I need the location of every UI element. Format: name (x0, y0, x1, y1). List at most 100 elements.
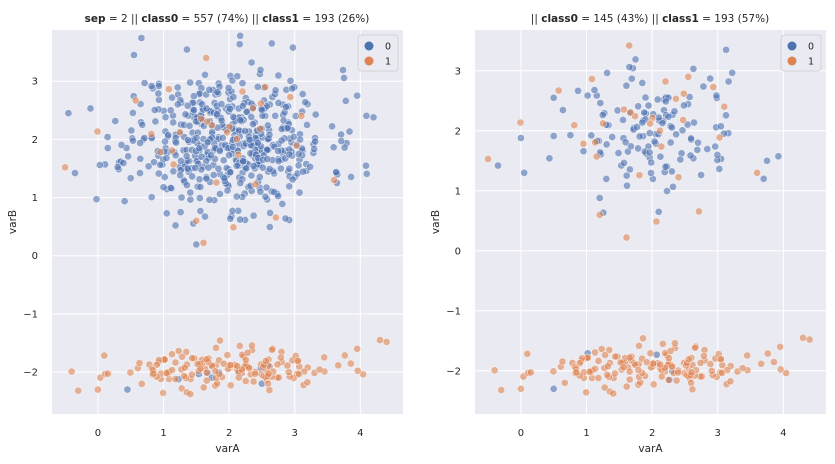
point-class0 (247, 58, 256, 67)
point-class0 (281, 103, 290, 111)
point-class1 (264, 379, 272, 388)
legend-label-0: 0 (385, 42, 391, 53)
point-class0 (283, 123, 292, 132)
point-class1 (776, 342, 784, 351)
point-class0 (192, 240, 201, 249)
point-class0 (620, 158, 628, 167)
legend-box (357, 34, 399, 72)
point-class0 (241, 127, 250, 135)
point-class1 (171, 358, 180, 367)
point-class1 (595, 210, 604, 219)
point-class0 (298, 90, 307, 98)
point-class0 (652, 350, 661, 359)
point-class1 (202, 368, 211, 377)
point-class0 (717, 122, 725, 131)
point-class0 (722, 45, 730, 54)
point-class1 (294, 370, 303, 379)
point-class0 (173, 100, 182, 109)
point-class1 (646, 119, 654, 128)
point-class1 (94, 385, 102, 394)
point-class0 (225, 151, 233, 160)
point-class0 (699, 82, 708, 91)
point-class0 (229, 113, 238, 121)
point-class0 (722, 111, 730, 120)
point-class1 (251, 180, 260, 189)
point-class1 (219, 359, 228, 368)
point-class1 (696, 358, 705, 367)
point-class0 (650, 137, 659, 146)
point-class1 (196, 364, 205, 373)
point-class0 (154, 89, 163, 98)
point-class0 (111, 117, 120, 125)
point-class1 (757, 359, 766, 368)
point-class1 (668, 362, 677, 371)
point-class0 (123, 385, 132, 394)
point-class0 (256, 66, 265, 74)
point-class1 (575, 359, 584, 368)
point-class1 (679, 116, 687, 124)
x-tick-label: 0 (518, 428, 524, 439)
point-class0 (728, 68, 737, 77)
point-class0 (128, 109, 137, 117)
point-class0 (666, 138, 675, 147)
point-class0 (703, 145, 712, 153)
point-class0 (289, 132, 298, 141)
point-class0 (626, 165, 634, 174)
point-class0 (595, 194, 604, 202)
point-class1 (549, 367, 558, 376)
point-class0 (596, 99, 605, 107)
point-class0 (205, 85, 214, 94)
point-class1 (625, 353, 634, 362)
point-class1 (770, 358, 778, 366)
point-class0 (219, 156, 228, 165)
point-class0 (126, 174, 135, 183)
point-class1 (707, 366, 716, 375)
point-class0 (656, 152, 665, 161)
y-axis-label: varB (430, 210, 442, 234)
point-class0 (127, 126, 136, 135)
point-class0 (294, 150, 303, 158)
point-class0 (706, 74, 715, 83)
point-class1 (738, 364, 747, 373)
y-tick-label: 3 (32, 77, 38, 88)
point-class0 (235, 40, 244, 49)
point-class1 (199, 383, 208, 392)
point-class0 (183, 164, 192, 173)
point-class0 (86, 104, 95, 113)
point-class0 (226, 214, 235, 223)
point-class1 (720, 102, 729, 111)
point-class0 (238, 79, 247, 88)
point-class1 (657, 142, 666, 151)
point-class1 (178, 352, 186, 361)
point-class0 (247, 171, 256, 180)
point-class0 (249, 211, 258, 220)
point-class0 (218, 133, 227, 142)
point-class1 (256, 99, 265, 108)
point-class1 (247, 341, 256, 350)
point-class1 (665, 354, 673, 363)
point-class1 (695, 207, 703, 216)
point-class1 (135, 359, 144, 367)
point-class1 (169, 160, 178, 169)
chart-title: sep = 2 || class0 = 557 (74%) || class1 … (85, 13, 370, 25)
point-class0 (689, 64, 698, 73)
point-class0 (549, 384, 558, 393)
point-class0 (623, 181, 631, 190)
point-class0 (103, 133, 112, 141)
point-class0 (337, 130, 345, 139)
point-class0 (663, 187, 671, 195)
point-class0 (161, 137, 169, 146)
point-class0 (176, 208, 185, 217)
point-class0 (274, 99, 283, 107)
point-class0 (265, 165, 274, 173)
point-class0 (587, 131, 596, 140)
point-class0 (266, 208, 274, 217)
point-class1 (600, 383, 609, 392)
point-class0 (602, 140, 611, 149)
point-class0 (195, 194, 204, 202)
point-class0 (549, 93, 558, 102)
point-class0 (566, 131, 575, 140)
point-class0 (265, 223, 274, 231)
point-class0 (238, 102, 247, 110)
point-class0 (654, 113, 663, 122)
